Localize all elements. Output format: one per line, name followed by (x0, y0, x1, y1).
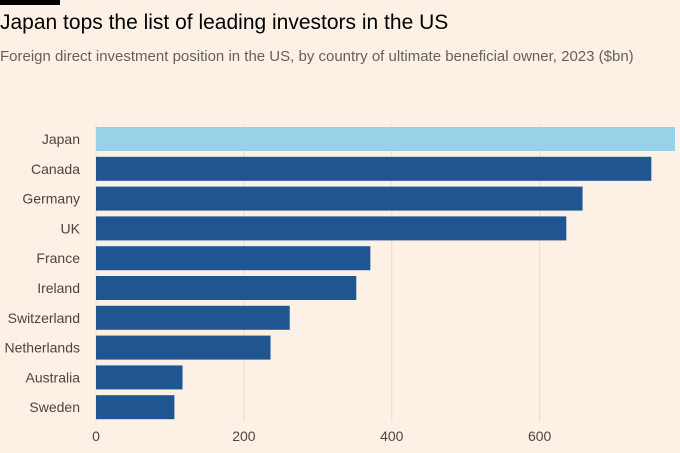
chart-title: Japan tops the list of leading investors… (0, 11, 449, 34)
bar-switzerland (96, 305, 290, 330)
category-label: Australia (26, 369, 81, 385)
category-label: Sweden (29, 399, 80, 415)
category-label: France (36, 250, 80, 266)
category-label: Switzerland (8, 310, 80, 326)
bar-japan (96, 127, 675, 151)
brand-bar (0, 0, 60, 5)
bar-netherlands (96, 335, 271, 360)
x-tick-label: 0 (92, 428, 100, 444)
category-label: Japan (42, 131, 80, 147)
bar-ireland (96, 276, 357, 300)
category-label: Canada (31, 161, 80, 177)
x-tick-label: 400 (380, 428, 404, 444)
bar-sweden (96, 395, 175, 420)
x-tick-label: 200 (232, 428, 256, 444)
category-label: UK (61, 220, 81, 236)
category-label: Netherlands (5, 340, 81, 356)
bar-germany (96, 186, 583, 211)
category-label: Germany (22, 191, 80, 207)
category-label: Ireland (37, 280, 80, 296)
bar-canada (96, 156, 652, 181)
x-tick-label: 600 (528, 428, 552, 444)
bar-uk (96, 216, 567, 241)
bar-australia (96, 365, 183, 390)
chart-subtitle: Foreign direct investment position in th… (0, 48, 634, 65)
bar-france (96, 246, 371, 271)
